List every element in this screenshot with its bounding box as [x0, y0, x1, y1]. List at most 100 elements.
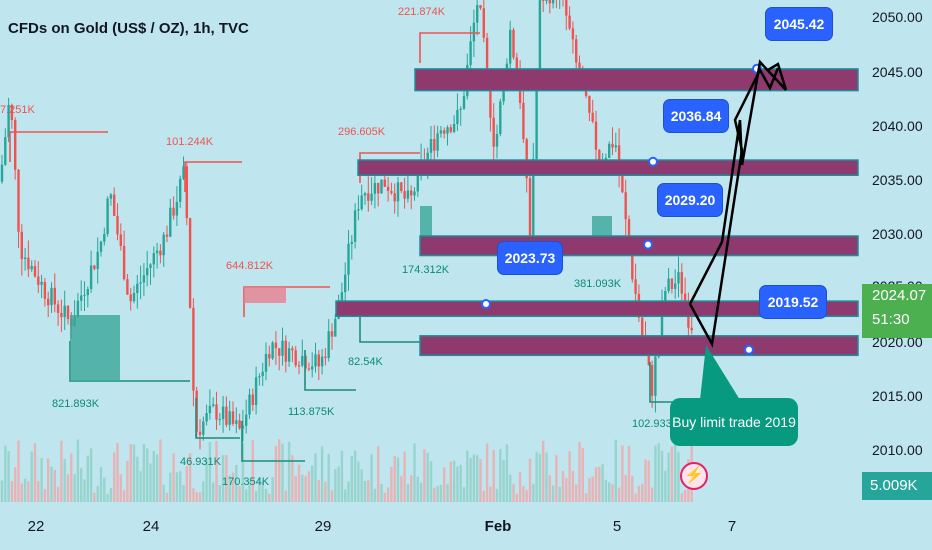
- volume-bar: [532, 483, 535, 502]
- time-tick: 29: [314, 518, 332, 535]
- callout-anchor: [648, 156, 658, 167]
- candle-body: [647, 354, 650, 366]
- volume-bar: [647, 460, 650, 502]
- volume-bar: [258, 477, 261, 502]
- candle-body: [248, 394, 251, 415]
- volume-bar: [439, 484, 443, 502]
- candle-body: [568, 15, 571, 29]
- candle-body: [380, 179, 383, 194]
- swing-high-line: [184, 161, 242, 192]
- volume-bar: [106, 493, 109, 502]
- volume-bar: [149, 463, 152, 502]
- candle-body: [353, 210, 357, 242]
- volume-bar: [393, 455, 396, 502]
- volume-bar: [505, 444, 509, 502]
- candle-body: [245, 414, 248, 426]
- volume-bar: [37, 481, 40, 502]
- price-axis[interactable]: 2050.00 2045.00 2040.00 2035.00 2030.00 …: [862, 0, 932, 550]
- volume-bar: [152, 450, 155, 502]
- candle-body: [525, 139, 528, 179]
- buy-limit-annotation[interactable]: Buy limit trade 2019: [670, 398, 798, 446]
- candle-body: [429, 139, 433, 153]
- price-chart[interactable]: [0, 0, 862, 510]
- candle-body: [37, 276, 40, 285]
- volume-bar: [235, 465, 238, 502]
- candle-body: [284, 340, 287, 362]
- volume-bar: [17, 440, 20, 502]
- candle-body: [47, 298, 50, 306]
- volume-bar: [162, 484, 165, 502]
- candle-body: [320, 356, 324, 367]
- lightning-icon[interactable]: ⚡: [680, 462, 708, 490]
- volume-bar: [4, 445, 7, 502]
- volume-bar: [594, 467, 598, 502]
- volume-bar: [182, 485, 185, 502]
- volume-bar: [654, 445, 657, 502]
- volume-bar: [644, 459, 647, 502]
- candle-body: [515, 57, 518, 77]
- candle-body: [109, 194, 113, 199]
- volume-bar: [314, 453, 317, 502]
- candle-body: [327, 331, 330, 359]
- candle-body: [439, 130, 443, 134]
- candle-body: [179, 178, 182, 202]
- candle-body: [476, 5, 479, 23]
- volume-bar: [489, 486, 492, 502]
- volume-bar: [297, 464, 301, 502]
- price-tick: 2050.00: [872, 9, 923, 25]
- volume-bar: [7, 451, 10, 502]
- callout-2045[interactable]: 2045.42: [766, 8, 832, 40]
- candle-body: [132, 292, 136, 302]
- candle-body: [584, 89, 588, 96]
- candle-body: [443, 130, 446, 134]
- volume-bar: [89, 448, 93, 502]
- price-tick: 2015.00: [872, 388, 923, 404]
- time-tick: 24: [142, 518, 160, 535]
- volume-bar: [10, 481, 14, 502]
- volume-bar: [175, 472, 179, 502]
- candle-body: [377, 182, 380, 194]
- volume-bar: [419, 482, 423, 502]
- volume-bar: [677, 451, 680, 502]
- callout-2023[interactable]: 2023.73: [498, 242, 562, 274]
- candle-body: [208, 405, 212, 414]
- volume-bar: [396, 457, 400, 502]
- candle-body: [350, 241, 353, 244]
- callout-2029[interactable]: 2029.20: [658, 184, 722, 216]
- candle-body: [542, 0, 545, 1]
- volume-bar: [103, 477, 106, 502]
- volume-bar: [330, 490, 334, 502]
- callout-2036[interactable]: 2036.84: [664, 100, 728, 132]
- callout-2019[interactable]: 2019.52: [760, 286, 826, 318]
- volume-bar: [472, 454, 476, 502]
- candle-body: [311, 366, 314, 370]
- candle-body: [373, 182, 377, 194]
- volume-bar: [495, 488, 499, 502]
- volume-bar: [538, 453, 542, 502]
- volume-bar: [14, 467, 17, 502]
- volume-bar: [568, 451, 571, 502]
- volume-bar: [311, 465, 314, 502]
- price-tick: 2035.00: [872, 172, 923, 188]
- volume-bar: [126, 460, 129, 502]
- volume-bar: [274, 445, 278, 502]
- volume-bar: [584, 493, 588, 502]
- candle-body: [403, 191, 406, 199]
- candle-body: [367, 193, 370, 201]
- volume-bar: [50, 466, 53, 502]
- projected-path-arrow: [688, 59, 787, 305]
- volume-label: 101.244K: [166, 136, 214, 148]
- candle-body: [462, 96, 466, 109]
- volume-bar: [482, 490, 485, 502]
- time-axis[interactable]: 22 24 26 29 Feb 5 7: [0, 510, 862, 550]
- candle-body: [291, 348, 294, 351]
- volume-bar: [423, 449, 426, 502]
- volume-bar: [60, 440, 63, 502]
- volume-bar: [674, 442, 677, 502]
- volume-bar: [139, 471, 142, 502]
- volume-label: 46.931K: [180, 456, 221, 468]
- candle-body: [426, 152, 429, 166]
- volume-bar: [627, 445, 631, 502]
- callout-anchor: [744, 344, 754, 355]
- volume-bar: [377, 446, 380, 502]
